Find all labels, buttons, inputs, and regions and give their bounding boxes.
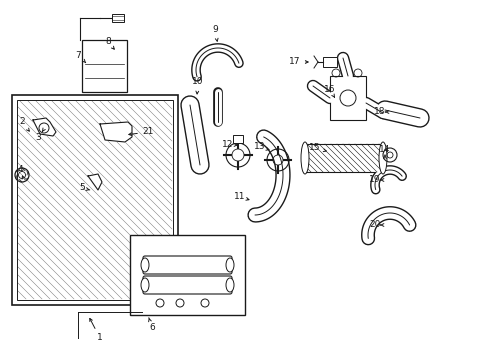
FancyBboxPatch shape (142, 276, 231, 294)
Text: 16: 16 (324, 85, 335, 94)
Text: 20: 20 (368, 220, 380, 230)
Bar (12, 95, 178, 305)
Text: 18: 18 (373, 108, 385, 117)
Text: 14: 14 (379, 145, 390, 154)
Text: 12: 12 (222, 140, 233, 149)
Ellipse shape (141, 258, 149, 272)
FancyBboxPatch shape (142, 256, 231, 274)
Ellipse shape (225, 258, 234, 272)
Bar (17, 100, 173, 300)
Text: 17: 17 (289, 58, 300, 67)
Ellipse shape (378, 142, 386, 174)
Text: 2: 2 (19, 117, 25, 126)
Bar (82, 40, 127, 92)
Text: 11: 11 (234, 193, 245, 202)
Text: 19: 19 (368, 175, 380, 184)
Bar (112, 14, 124, 22)
Text: 5: 5 (79, 184, 85, 193)
Ellipse shape (141, 278, 149, 292)
Polygon shape (33, 118, 56, 136)
Text: 21: 21 (142, 127, 153, 136)
Bar (232, 135, 243, 143)
Text: 7: 7 (75, 50, 81, 59)
Polygon shape (100, 122, 132, 142)
Text: 4: 4 (17, 166, 23, 175)
Text: 9: 9 (212, 26, 218, 35)
Text: 3: 3 (35, 134, 41, 143)
Text: 8: 8 (105, 37, 111, 46)
Bar (329, 76, 365, 120)
Polygon shape (88, 174, 102, 190)
Text: 10: 10 (192, 77, 203, 86)
Bar (130, 235, 244, 315)
Text: 1: 1 (97, 333, 102, 342)
Text: 6: 6 (149, 324, 155, 333)
Ellipse shape (225, 278, 234, 292)
Bar (323, 57, 336, 67)
Text: 15: 15 (308, 144, 320, 153)
Ellipse shape (301, 142, 308, 174)
Text: 13: 13 (254, 143, 265, 152)
Bar (305, 144, 382, 172)
